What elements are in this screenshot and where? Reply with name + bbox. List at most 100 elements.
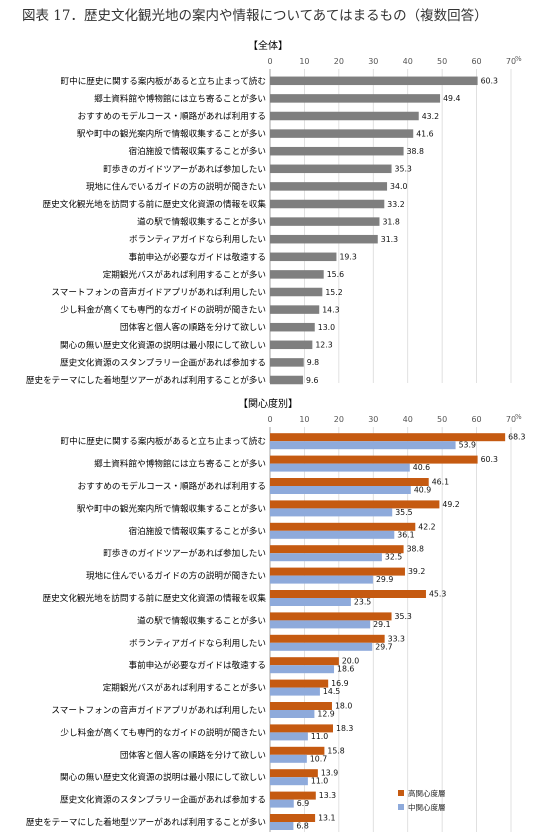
- bar-mid-interest: [270, 642, 373, 651]
- category-label: 少し料金が高くても専門的なガイドの説明が聞きたい: [60, 304, 266, 316]
- data-label: 29.1: [373, 620, 390, 629]
- bar-high-interest: [270, 746, 325, 755]
- bar: [270, 129, 414, 138]
- category-label: 歴史文化資源のスタンプラリー企画があれば参加する: [60, 794, 266, 806]
- bar-mid-interest: [270, 687, 320, 696]
- category-label: スマートフォンの音声ガイドアプリがあれば利用したい: [51, 704, 266, 716]
- data-label: 6.8: [296, 822, 308, 831]
- data-label: 31.8: [382, 217, 399, 226]
- data-label: 68.3: [508, 433, 525, 442]
- data-label: 42.2: [418, 522, 435, 531]
- bar-high-interest: [270, 455, 478, 464]
- data-label: 11.0: [311, 777, 328, 786]
- data-label: 33.3: [388, 634, 405, 643]
- category-label: 歴史文化資源のスタンプラリー企画があれば参加する: [60, 356, 266, 368]
- x-tick-label: 0: [267, 57, 272, 66]
- category-label: 道の駅で情報収集することが多い: [137, 614, 266, 626]
- bar-high-interest: [270, 769, 318, 778]
- bar-mid-interest: [270, 530, 395, 539]
- bar-mid-interest: [270, 463, 410, 472]
- x-tick-label: 10: [299, 415, 309, 424]
- bar-mid-interest: [270, 620, 371, 629]
- data-label: 40.9: [414, 486, 431, 495]
- bar: [270, 322, 315, 332]
- bar-mid-interest: [270, 553, 382, 562]
- bar-mid-interest: [270, 799, 294, 808]
- data-label: 35.3: [395, 612, 412, 621]
- bar-mid-interest: [270, 486, 411, 494]
- bar-high-interest: [270, 433, 506, 442]
- category-label: 団体客と個人客の順路を分けて欲しい: [120, 749, 266, 761]
- category-label: 事前申込が必要なガイドは敬遠する: [128, 659, 266, 671]
- category-label: ボランティアガイドなら利用したい: [129, 233, 266, 245]
- x-tick-label: 30: [368, 57, 378, 66]
- data-label: 13.9: [321, 769, 338, 778]
- category-label: 事前申込が必要なガイドは敬遠する: [128, 251, 266, 263]
- category-label: 関心の無い歴史文化資源の説明は最小限にして欲しい: [60, 339, 266, 351]
- x-tick-label: 0: [267, 415, 272, 424]
- x-tick-label: 60: [471, 57, 481, 66]
- bar-high-interest: [270, 634, 385, 643]
- x-tick-label: 20: [334, 57, 344, 66]
- bar: [270, 199, 385, 209]
- data-label: 35.5: [395, 508, 412, 517]
- data-label: 14.5: [323, 687, 340, 696]
- category-label: 歴史文化観光地を訪問する前に歴史文化資源の情報を収集: [43, 198, 267, 210]
- data-label: 36.1: [397, 530, 414, 539]
- category-label: 歴史をテーマにした着地型ツアーがあれば利用することが多い: [26, 816, 266, 828]
- data-label: 11.0: [311, 732, 328, 741]
- bar: [270, 234, 378, 244]
- bar: [270, 182, 388, 191]
- bar-high-interest: [270, 791, 316, 800]
- legend-swatch: [398, 790, 404, 796]
- bar-high-interest: [270, 522, 416, 531]
- data-label: 31.3: [381, 235, 398, 244]
- category-label: 町歩きのガイドツアーがあれば参加したい: [103, 163, 266, 175]
- category-label: 道の駅で情報収集することが多い: [137, 216, 266, 228]
- category-label: 定期観光バスがあれば利用することが多い: [103, 682, 266, 694]
- bar-high-interest: [270, 657, 339, 666]
- data-label: 40.6: [413, 463, 430, 472]
- bar: [270, 217, 380, 226]
- bar: [270, 358, 304, 367]
- x-tick-label: 50: [437, 57, 447, 66]
- category-label: スマートフォンの音声ガイドアプリがあれば利用したい: [51, 286, 266, 298]
- bar: [270, 287, 323, 297]
- category-label: 現地に住んでいるガイドの方の説明が聞きたい: [86, 180, 266, 192]
- data-label: 18.0: [335, 702, 352, 711]
- category-label: 駅や町中の観光案内所で情報収集することが多い: [77, 502, 266, 514]
- legend-label: 高関心度層: [408, 788, 446, 798]
- bar-high-interest: [270, 702, 332, 710]
- bar-mid-interest: [270, 777, 308, 786]
- data-label: 12.9: [317, 710, 334, 719]
- category-label: 郷土資料館や博物館には立ち寄ることが多い: [94, 92, 266, 104]
- bar-mid-interest: [270, 732, 308, 741]
- data-label: 45.3: [429, 590, 446, 599]
- data-label: 20.0: [342, 657, 359, 666]
- data-label: 14.3: [322, 305, 339, 314]
- bar: [270, 164, 392, 174]
- bar: [270, 305, 320, 314]
- data-label: 13.3: [319, 791, 336, 800]
- panel-title: 【関心度別】: [238, 397, 298, 410]
- bar-high-interest: [270, 545, 404, 554]
- bar-mid-interest: [270, 598, 351, 606]
- x-tick-label: 70: [506, 57, 516, 66]
- data-label: 15.6: [327, 270, 344, 279]
- bar-high-interest: [270, 567, 405, 576]
- data-label: 34.0: [390, 182, 407, 191]
- category-label: 歴史文化観光地を訪問する前に歴史文化資源の情報を収集: [43, 592, 267, 604]
- bar: [270, 375, 304, 385]
- category-label: ボランティアガイドなら利用したい: [129, 637, 266, 649]
- data-label: 60.3: [481, 455, 498, 464]
- category-label: 現地に住んでいるガイドの方の説明が聞きたい: [86, 570, 266, 582]
- bar-high-interest: [270, 679, 329, 688]
- data-label: 60.3: [481, 77, 498, 86]
- category-label: 町歩きのガイドツアーがあれば参加したい: [103, 547, 266, 559]
- data-label: 49.4: [443, 94, 460, 103]
- category-label: 町中に歴史に関する案内板があると立ち止まって読む: [61, 75, 266, 87]
- bar-mid-interest: [270, 754, 307, 763]
- category-label: 少し料金が高くても専門的なガイドの説明が聞きたい: [60, 726, 266, 738]
- data-label: 23.5: [354, 598, 371, 607]
- category-label: 宿泊施設で情報収集することが多い: [128, 525, 266, 537]
